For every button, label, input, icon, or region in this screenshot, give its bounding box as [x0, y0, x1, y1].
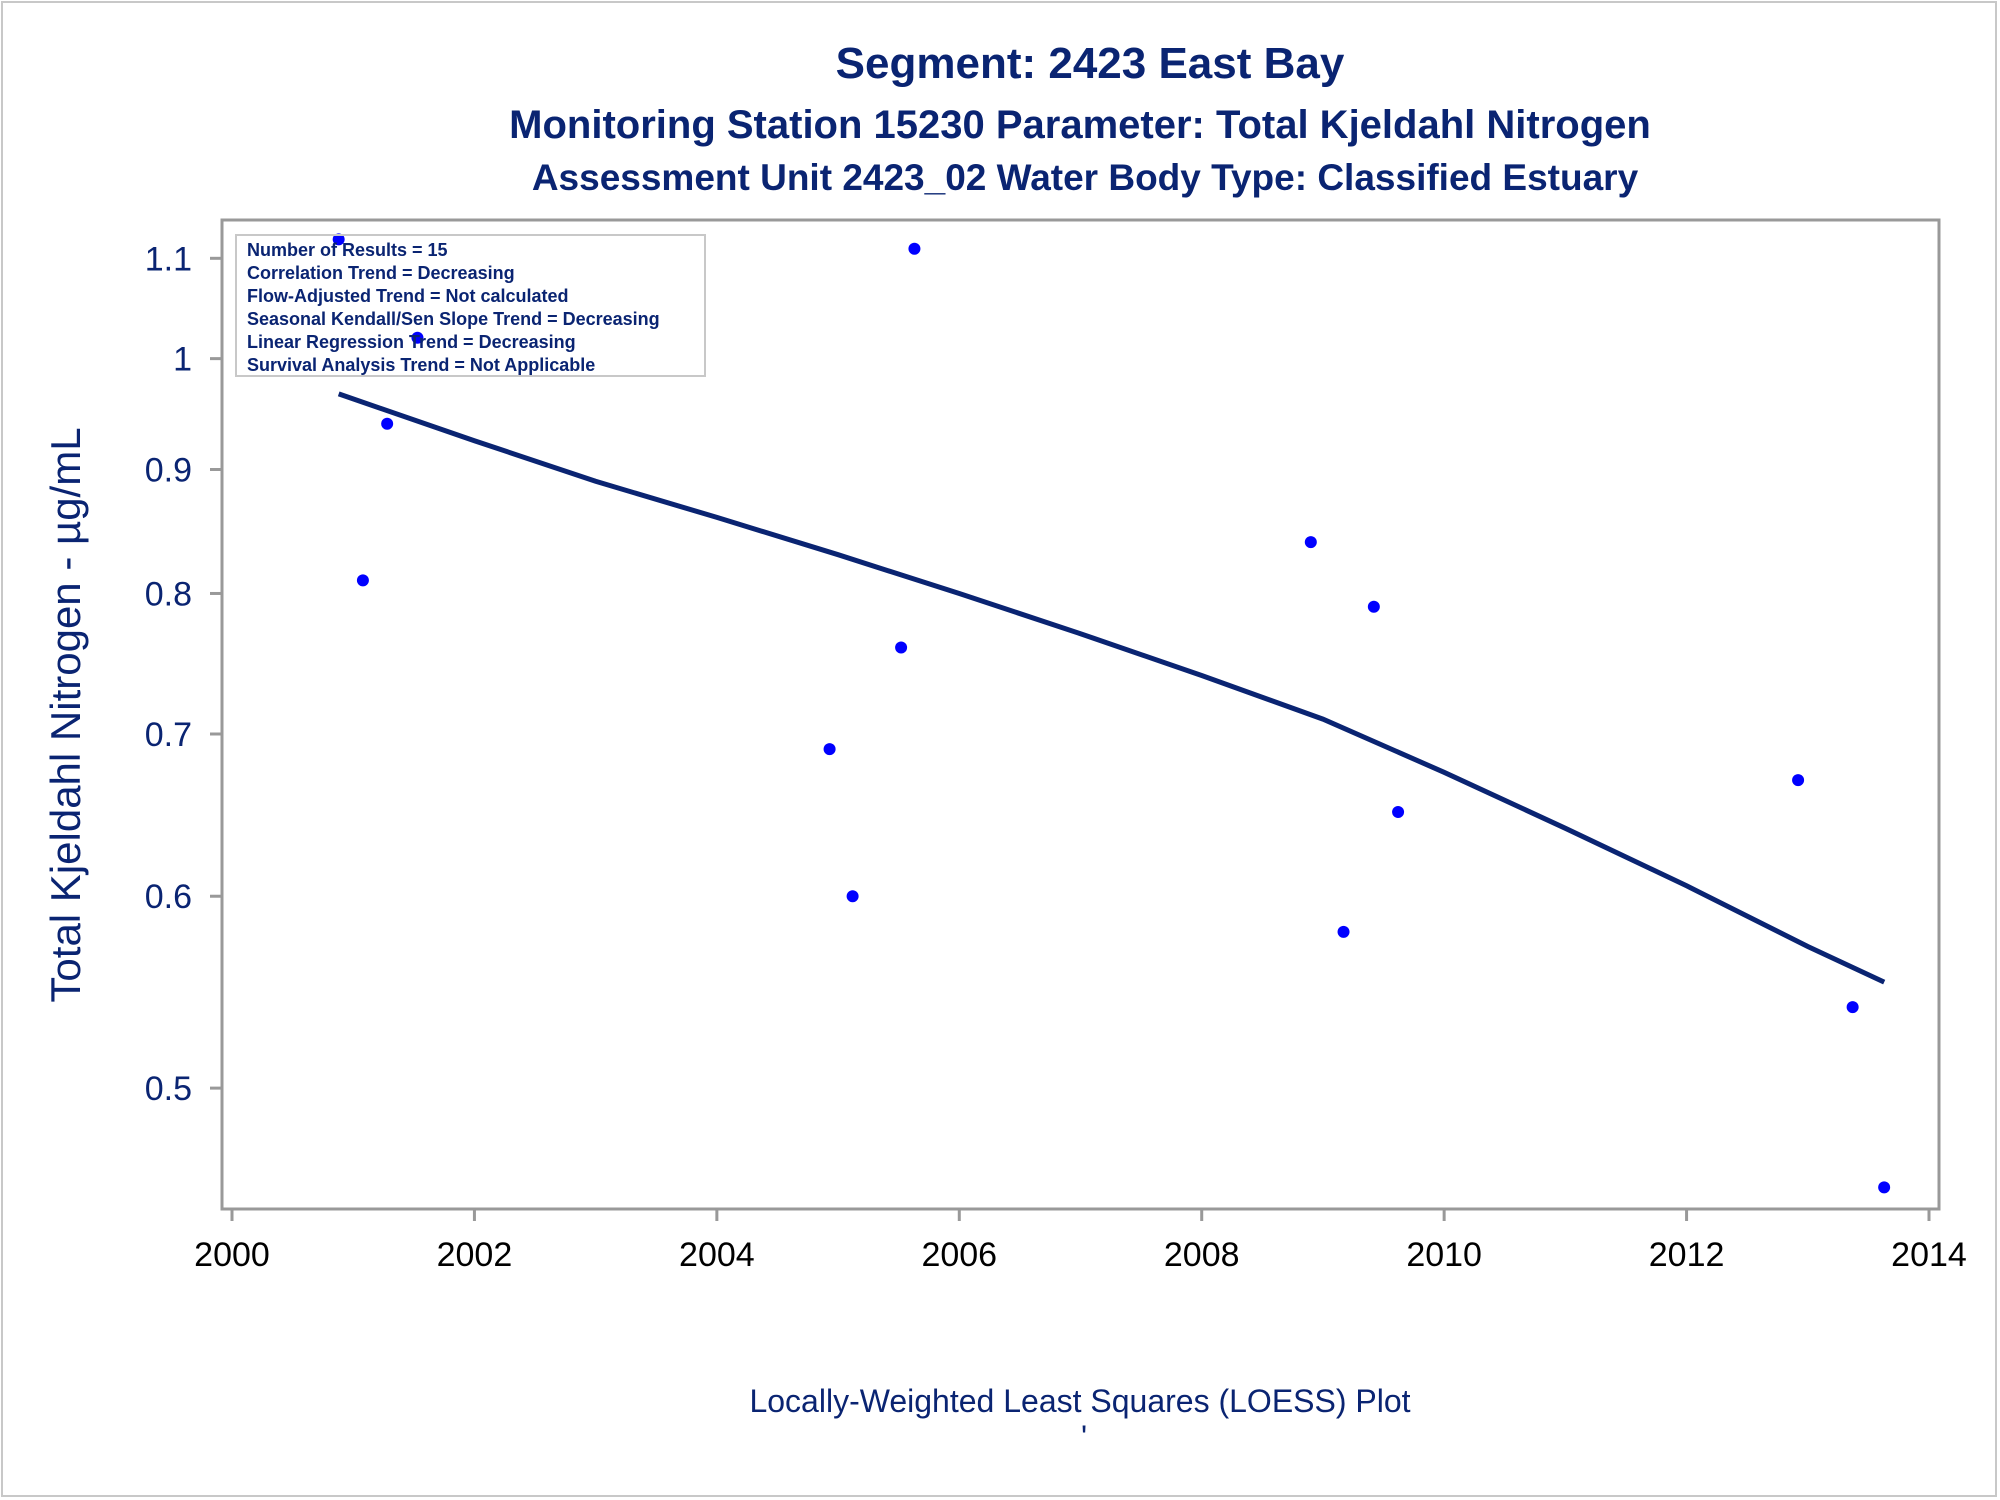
y-tick-label: 0.8	[145, 575, 192, 613]
data-point	[1337, 925, 1350, 938]
chart-subtitle-2: Assessment Unit 2423_02 Water Body Type:…	[532, 157, 1639, 198]
x-tick-label: 2014	[1891, 1236, 1967, 1274]
x-tick-label: 2006	[921, 1236, 997, 1274]
loess-curve	[337, 391, 1886, 985]
stats-box: Number of Results = 15 Correlation Trend…	[235, 234, 706, 377]
data-point	[332, 233, 345, 246]
footnote-mark: '	[1081, 1419, 1087, 1455]
x-tick-label: 2000	[194, 1236, 270, 1274]
y-tick-label: 0.6	[145, 878, 192, 916]
data-point	[908, 242, 921, 255]
y-axis: 0.5 0.6 0.7 0.8 0.9 1 1.1	[145, 240, 222, 1108]
stats-box-border	[235, 234, 706, 377]
data-point	[846, 890, 859, 903]
stats-line-survival: Survival Analysis Trend = Not Applicable	[247, 355, 595, 375]
x-axis: 2000 2002 2004 2006 2008 2010 2012 2014	[194, 1209, 1967, 1274]
chart-subtitle-1: Monitoring Station 15230 Parameter: Tota…	[509, 103, 1651, 147]
data-point	[1392, 805, 1405, 818]
x-tick-label: 2008	[1164, 1236, 1240, 1274]
stats-line-kendall: Seasonal Kendall/Sen Slope Trend = Decre…	[247, 309, 660, 329]
x-tick-label: 2012	[1649, 1236, 1725, 1274]
x-tick-label: 2010	[1406, 1236, 1482, 1274]
y-tick-label: 1	[173, 341, 192, 379]
data-point	[411, 331, 424, 344]
data-point	[1304, 536, 1317, 549]
y-tick-label: 0.9	[145, 452, 192, 490]
x-tick-label: 2004	[679, 1236, 755, 1274]
y-tick-label: 1.1	[145, 240, 192, 278]
data-point	[895, 641, 908, 654]
data-point	[1878, 1181, 1891, 1194]
y-tick-label: 0.7	[145, 716, 192, 754]
x-tick-label: 2002	[437, 1236, 513, 1274]
plot-area	[220, 218, 1941, 1211]
y-axis-title: Total Kjeldahl Nitrogen - µg/mL	[42, 427, 89, 1002]
data-point	[1846, 1001, 1859, 1014]
data-point	[1792, 774, 1805, 787]
stats-line-correlation: Correlation Trend = Decreasing	[247, 263, 515, 283]
footnote: Locally-Weighted Least Squares (LOESS) P…	[749, 1383, 1410, 1419]
stats-line-regression: Linear Regression Trend = Decreasing	[247, 332, 576, 352]
stats-line-flow: Flow-Adjusted Trend = Not calculated	[247, 286, 569, 306]
data-point	[381, 417, 394, 430]
data-point	[823, 743, 836, 756]
stats-line-results: Number of Results = 15	[247, 240, 448, 260]
data-point	[356, 574, 369, 587]
y-tick-label: 0.5	[145, 1070, 192, 1108]
chart-title: Segment: 2423 East Bay	[836, 39, 1345, 88]
data-point	[1367, 600, 1380, 613]
data-points	[332, 233, 1891, 1194]
